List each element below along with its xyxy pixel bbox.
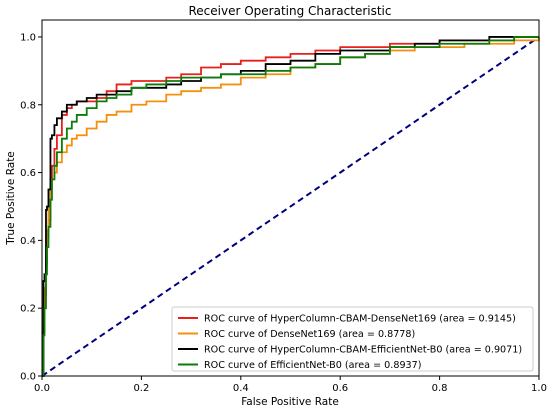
y-tick-label: 0.4 (20, 236, 36, 247)
chart-title: Receiver Operating Characteristic (188, 4, 391, 18)
y-tick-label: 0.8 (20, 100, 36, 111)
y-tick-label: 0.0 (20, 372, 36, 383)
reference-layer (41, 36, 540, 377)
x-tick-label: 0.8 (432, 383, 448, 394)
plot-frame (41, 19, 540, 377)
x-tick-label: 0.6 (332, 383, 348, 394)
legend-label-3: ROC curve of HyperColumn-CBAM-EfficientN… (204, 345, 522, 356)
legend-label-1: ROC curve of HyperColumn-CBAM-DenseNet16… (204, 314, 516, 325)
y-tick-label: 0.2 (20, 304, 36, 315)
legend-label-2: ROC curve of DenseNet169 (area = 0.8778) (204, 329, 415, 340)
x-tick-label: 0.4 (233, 383, 249, 394)
series-line-4 (42, 36, 539, 377)
x-axis: 0.0 0.2 0.4 0.6 0.8 1.0 (34, 376, 547, 394)
x-tick-label: 0.0 (34, 383, 50, 394)
x-tick-label: 0.2 (133, 383, 149, 394)
x-tick-label: 1.0 (531, 383, 547, 394)
x-axis-label: False Positive Rate (241, 396, 339, 408)
y-axis-label: True Positive Rate (5, 151, 17, 246)
legend-label-4: ROC curve of EfficientNet-B0 (area = 0.8… (204, 360, 422, 371)
series-layer (42, 36, 540, 377)
y-axis: 0.0 0.2 0.4 0.6 0.8 1.0 (20, 32, 42, 383)
y-tick-label: 0.6 (20, 168, 36, 179)
series-line-3 (42, 36, 539, 377)
legend: ROC curve of HyperColumn-CBAM-DenseNet16… (171, 306, 534, 372)
reference-diagonal (41, 36, 540, 377)
legend-box (171, 306, 534, 372)
y-tick-label: 1.0 (20, 32, 36, 43)
